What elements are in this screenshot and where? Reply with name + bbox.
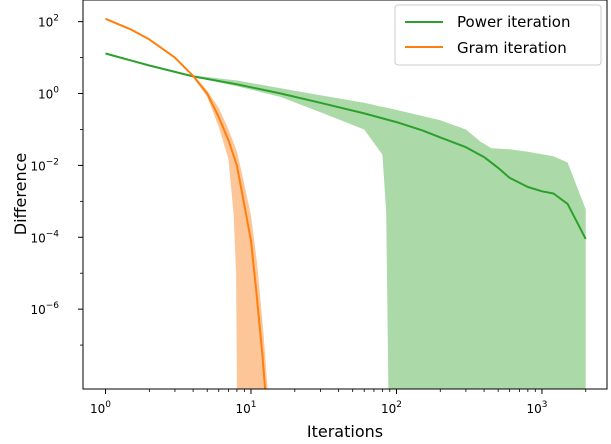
line-gram <box>105 17 267 390</box>
x-axis-label: Iterations <box>307 422 383 441</box>
y-tick-label: 102 <box>38 14 59 30</box>
y-axis-label: Difference <box>11 153 30 235</box>
x-tick-label: 103 <box>526 400 547 416</box>
band-gram <box>193 74 268 389</box>
legend-label-power: Power iteration <box>457 13 571 31</box>
x-tick-label: 101 <box>235 400 256 416</box>
legend-label-gram: Gram iteration <box>457 39 567 57</box>
legend: Power iteration Gram iteration <box>394 4 602 66</box>
y-tick-label: 10−6 <box>30 301 59 317</box>
line-power <box>105 52 587 240</box>
series-lines <box>105 17 587 390</box>
y-tick-label: 10−4 <box>30 229 59 245</box>
x-axis-ticks: 100 101 102 103 <box>90 389 587 416</box>
y-tick-label: 10−2 <box>30 157 59 173</box>
legend-box <box>394 4 602 66</box>
x-tick-label: 100 <box>90 400 111 416</box>
plot-frame <box>82 0 608 390</box>
band-power <box>193 75 586 390</box>
y-axis-ticks: 10−6 10−4 10−2 100 102 <box>30 14 83 346</box>
confidence-bands <box>193 74 586 390</box>
x-tick-label: 102 <box>381 400 402 416</box>
y-tick-label: 100 <box>38 86 59 102</box>
